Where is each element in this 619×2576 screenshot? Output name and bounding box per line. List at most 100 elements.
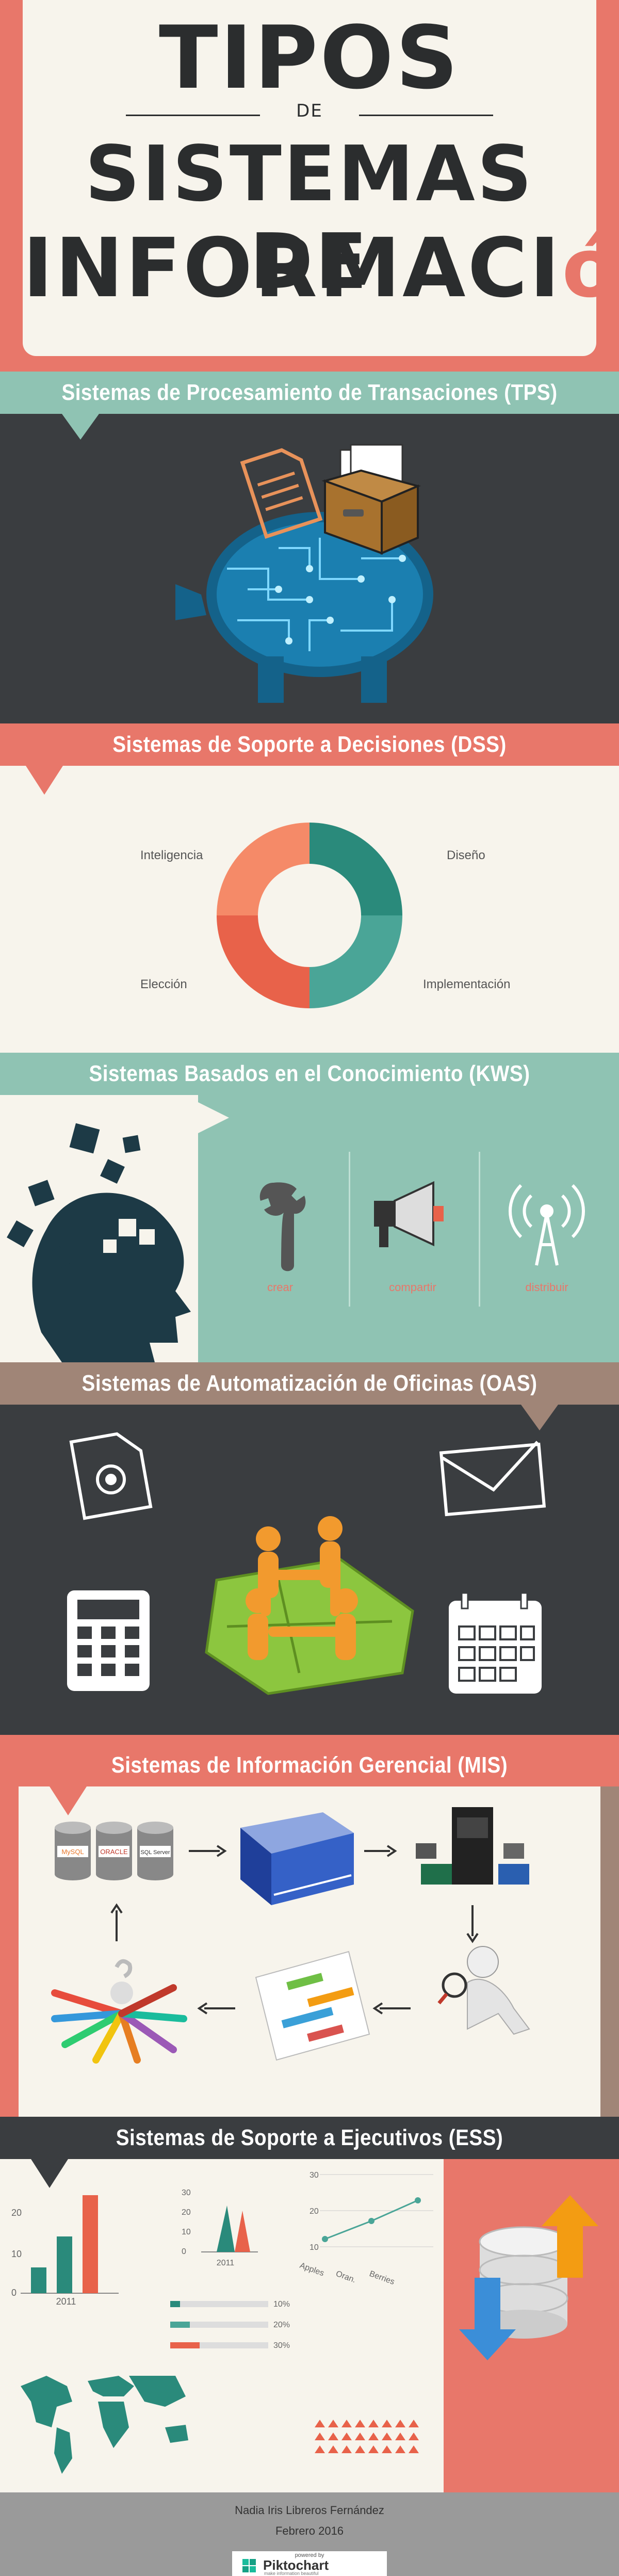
megaphone-icon	[374, 1181, 444, 1247]
tps-banner: Sistemas de Procesamiento de Transacione…	[0, 372, 619, 414]
arrow-left-icon-2	[197, 2002, 235, 2015]
dss-label-implementacion: Implementación	[423, 977, 511, 991]
donut-segment-implementacion	[310, 915, 402, 1008]
dss-title: Sistemas de Soporte a Decisiones (DSS)	[112, 732, 507, 757]
powered-by-text: powered by	[295, 2552, 324, 2558]
donut-segment-inteligencia	[217, 823, 310, 915]
ess-bar-2	[57, 2236, 72, 2293]
antenna-icon	[508, 1184, 585, 1266]
ess-progress-bars: 10% 20% 30%	[170, 2300, 290, 2350]
dss-label-inteligencia: Inteligencia	[140, 848, 203, 862]
mis-db-label-mysql: MySQL	[61, 1848, 84, 1856]
person-magnifier-icon	[437, 1946, 530, 2035]
ess-line-cat-oran: Oran.	[335, 2269, 357, 2285]
calendar-icon	[449, 1592, 542, 1694]
ess-title: Sistemas de Soporte a Ejecutivos (ESS)	[116, 2125, 503, 2150]
ess-bar-year: 2011	[56, 2296, 76, 2307]
ess-line-point-3	[415, 2197, 421, 2203]
kws-banner: Sistemas Basados en el Conocimiento (KWS…	[0, 1053, 619, 1095]
kws-divider-1	[349, 1152, 350, 1307]
arrow-down-icon	[466, 1905, 479, 1943]
ess-line-chart: 30 20 10 Apples Oran. Berries	[299, 2171, 433, 2287]
gantt-chart-icon	[255, 1951, 370, 2061]
ess-spike-tick-10: 10	[182, 2228, 191, 2236]
title-rule-right	[359, 115, 493, 116]
donut-segment-diseno	[310, 823, 402, 915]
dss-section: Inteligencia Diseño Elección Implementac…	[0, 766, 619, 1053]
oas-title: Sistemas de Automatización de Oficinas (…	[82, 1371, 537, 1396]
arrow-left-icon	[372, 2002, 411, 2015]
title-line-informacion: INFORMACIóN	[23, 217, 618, 320]
ess-progress-1	[170, 2301, 180, 2307]
ess-spike-tick-20: 20	[182, 2208, 191, 2217]
ess-line-tick-30: 30	[310, 2171, 319, 2180]
head-puzzle-icon	[7, 1123, 191, 1362]
title-line-sistemas: SISTEMAS DE	[85, 130, 534, 306]
ess-spike-tick-30: 30	[182, 2188, 191, 2197]
gear-document-icon	[69, 1432, 153, 1520]
ess-line-tick-10: 10	[310, 2243, 319, 2252]
piktochart-brand: Piktochart	[263, 2557, 329, 2573]
ess-bar-tick-10: 10	[11, 2249, 22, 2259]
arrow-up-icon	[110, 1903, 123, 1941]
computer-hardware-icon	[416, 1807, 529, 1885]
oas-section	[0, 1405, 619, 1735]
arrow-right-icon	[189, 1845, 227, 1857]
envelope-icon	[439, 1441, 546, 1517]
ess-progress-label-2: 20%	[273, 2321, 290, 2329]
mis-title: Sistemas de Información Gerencial (MIS)	[111, 1752, 508, 1778]
footer-author: Nadia Iris Libreros Fernández	[235, 2504, 384, 2517]
ess-progress-label-3: 30%	[273, 2341, 290, 2350]
world-map-icon	[21, 2376, 188, 2474]
ess-dashboard: 20 10 0 2011 30 20 10 0 2011	[11, 2171, 598, 2474]
ess-line-cat-berries: Berries	[368, 2269, 396, 2287]
oas-illustration	[67, 1432, 546, 1695]
mis-db-label-oracle: ORACLE	[100, 1848, 128, 1856]
title-line-de: DE	[296, 101, 323, 121]
dss-label-diseno: Diseño	[447, 848, 485, 862]
kws-section: crear compartir distribuir	[0, 1095, 619, 1362]
kws-pointer	[198, 1102, 229, 1133]
kws-caption-compartir: compartir	[389, 1281, 436, 1294]
piktochart-badge[interactable]: powered by Piktochart make information b…	[232, 2551, 387, 2576]
piggy-circuit-icon	[175, 512, 433, 703]
document-icon	[240, 448, 323, 539]
mis-flow-diagram: MySQL ORACLE SQL Server	[51, 1807, 530, 2064]
database-cylinders-icon	[55, 1822, 173, 1880]
ess-progress-label-1: 10%	[273, 2300, 290, 2309]
ess-spike-year: 2011	[217, 2259, 235, 2267]
ess-line-point-2	[368, 2218, 374, 2224]
ess-line-tick-20: 20	[310, 2207, 319, 2216]
piktochart-tagline: make information beautiful	[264, 2571, 319, 2576]
arrow-right-icon-2	[364, 1845, 397, 1857]
ess-line-cat-apples: Apples	[299, 2261, 325, 2278]
tps-illustration	[175, 444, 433, 703]
mis-banner: Sistemas de Información Gerencial (MIS)	[0, 1744, 619, 1786]
triangle-grid	[315, 2420, 419, 2453]
dss-donut-chart	[217, 823, 402, 1008]
piktochart-logo-icon	[242, 2559, 256, 2572]
mis-pointer	[50, 1786, 87, 1815]
ess-bar-chart: 20 10 0 2011	[11, 2195, 119, 2307]
tps-section	[0, 414, 619, 723]
ess-bar-3	[83, 2195, 98, 2293]
title-card: TIPOS DE SISTEMAS DE INFORMACIóN	[23, 0, 618, 356]
wrench-icon	[259, 1182, 306, 1271]
ess-spike-chart: 30 20 10 0 2011	[182, 2188, 258, 2267]
binder-book-icon	[240, 1812, 354, 1905]
footer-date: Febrero 2016	[275, 2524, 344, 2537]
kws-caption-distribuir: distribuir	[525, 1281, 568, 1294]
oas-pointer	[521, 1405, 558, 1430]
tps-pointer	[62, 414, 99, 440]
title-rule-left	[126, 115, 260, 116]
dss-pointer	[26, 766, 63, 795]
ess-bar-tick-20: 20	[11, 2208, 22, 2218]
ess-spike-tick-0: 0	[182, 2247, 186, 2256]
ess-bar-1	[31, 2267, 46, 2293]
tps-title: Sistemas de Procesamiento de Transacione…	[61, 380, 558, 405]
ess-banner: Sistemas de Soporte a Ejecutivos (ESS)	[0, 2117, 619, 2159]
ess-spike-1	[217, 2205, 235, 2252]
dss-banner: Sistemas de Soporte a Decisiones (DSS)	[0, 723, 619, 766]
kws-caption-crear: crear	[267, 1281, 294, 1294]
